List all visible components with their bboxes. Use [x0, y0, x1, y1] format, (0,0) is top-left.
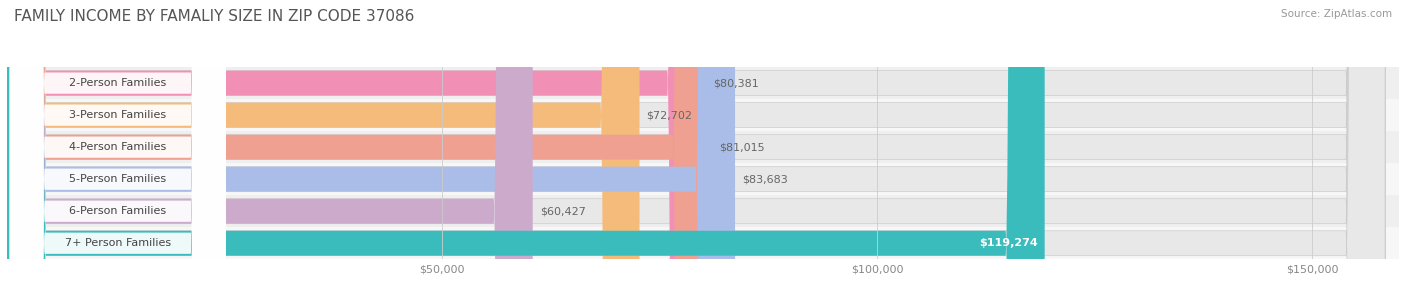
Text: $80,381: $80,381	[713, 78, 759, 88]
Text: $72,702: $72,702	[647, 110, 693, 120]
FancyBboxPatch shape	[7, 0, 1045, 305]
Text: Source: ZipAtlas.com: Source: ZipAtlas.com	[1281, 9, 1392, 19]
Text: $60,427: $60,427	[540, 206, 585, 216]
FancyBboxPatch shape	[7, 0, 1385, 305]
Bar	[7, 163, 1399, 195]
FancyBboxPatch shape	[7, 0, 1385, 305]
FancyBboxPatch shape	[10, 0, 225, 305]
Text: $81,015: $81,015	[718, 142, 765, 152]
FancyBboxPatch shape	[10, 0, 225, 305]
Text: 5-Person Families: 5-Person Families	[69, 174, 166, 184]
FancyBboxPatch shape	[10, 0, 225, 305]
Text: 4-Person Families: 4-Person Families	[69, 142, 166, 152]
FancyBboxPatch shape	[7, 0, 1385, 305]
FancyBboxPatch shape	[7, 0, 640, 305]
FancyBboxPatch shape	[7, 0, 706, 305]
Bar	[7, 227, 1399, 259]
FancyBboxPatch shape	[10, 0, 225, 305]
Bar	[7, 195, 1399, 227]
Bar	[7, 99, 1399, 131]
Text: $119,274: $119,274	[979, 238, 1038, 248]
Text: 3-Person Families: 3-Person Families	[69, 110, 166, 120]
FancyBboxPatch shape	[10, 0, 225, 305]
FancyBboxPatch shape	[10, 0, 225, 305]
Bar	[7, 67, 1399, 99]
Text: 2-Person Families: 2-Person Families	[69, 78, 166, 88]
Text: $83,683: $83,683	[742, 174, 787, 184]
Text: 6-Person Families: 6-Person Families	[69, 206, 166, 216]
FancyBboxPatch shape	[7, 0, 711, 305]
Text: 7+ Person Families: 7+ Person Families	[65, 238, 170, 248]
Text: FAMILY INCOME BY FAMALIY SIZE IN ZIP CODE 37086: FAMILY INCOME BY FAMALIY SIZE IN ZIP COD…	[14, 9, 415, 24]
Bar	[7, 131, 1399, 163]
FancyBboxPatch shape	[7, 0, 1385, 305]
FancyBboxPatch shape	[7, 0, 735, 305]
FancyBboxPatch shape	[7, 0, 1385, 305]
FancyBboxPatch shape	[7, 0, 533, 305]
FancyBboxPatch shape	[7, 0, 1385, 305]
